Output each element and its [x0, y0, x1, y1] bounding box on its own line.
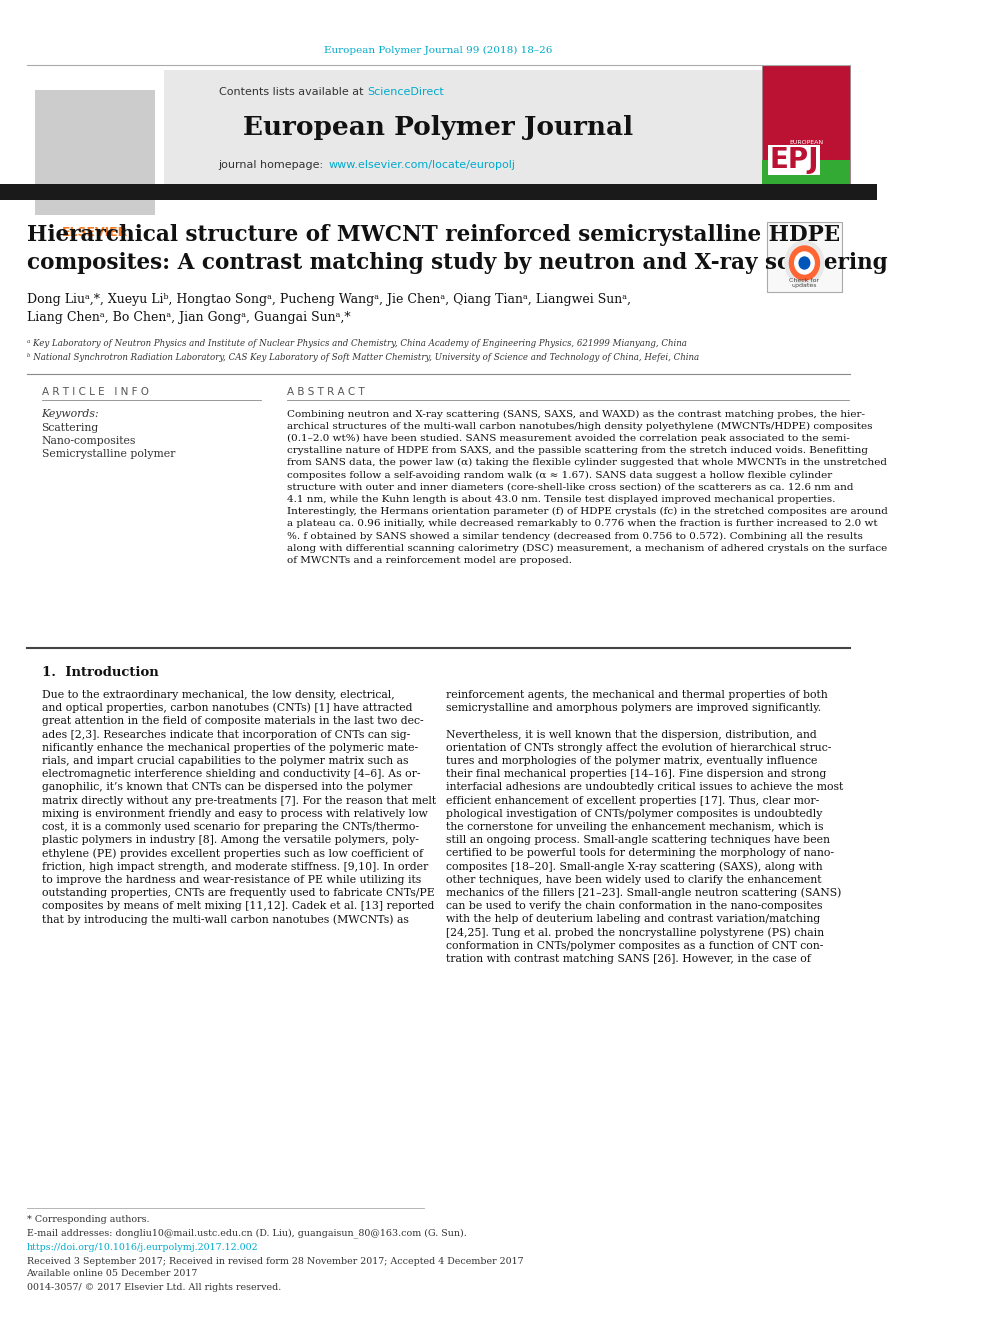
Text: composites follow a self-avoiding random walk (α ≈ 1.67). SANS data suggest a ho: composites follow a self-avoiding random…	[288, 471, 832, 479]
Text: structure with outer and inner diameters (core-shell-like cross section) of the : structure with outer and inner diameters…	[288, 483, 854, 492]
Text: can be used to verify the chain conformation in the nano-composites: can be used to verify the chain conforma…	[446, 901, 823, 912]
Text: European Polymer Journal: European Polymer Journal	[243, 115, 634, 140]
Text: Nevertheless, it is well known that the dispersion, distribution, and: Nevertheless, it is well known that the …	[446, 729, 817, 740]
Text: from SANS data, the power law (α) taking the flexible cylinder suggested that wh: from SANS data, the power law (α) taking…	[288, 458, 887, 467]
Text: ethylene (PE) provides excellent properties such as low coefficient of: ethylene (PE) provides excellent propert…	[42, 848, 423, 859]
Text: 0014-3057/ © 2017 Elsevier Ltd. All rights reserved.: 0014-3057/ © 2017 Elsevier Ltd. All righ…	[27, 1282, 281, 1291]
Text: composites [18–20]. Small-angle X-ray scattering (SAXS), along with: composites [18–20]. Small-angle X-ray sc…	[446, 861, 823, 872]
Text: rials, and impart crucial capabilities to the polymer matrix such as: rials, and impart crucial capabilities t…	[42, 755, 408, 766]
Text: and optical properties, carbon nanotubes (CNTs) [1] have attracted: and optical properties, carbon nanotubes…	[42, 703, 412, 713]
Text: crystalline nature of HDPE from SAXS, and the passible scattering from the stret: crystalline nature of HDPE from SAXS, an…	[288, 446, 868, 455]
Bar	[36, 90, 155, 216]
Text: cost, it is a commonly used scenario for preparing the CNTs/thermo-: cost, it is a commonly used scenario for…	[42, 822, 419, 832]
Text: composites: A contrast matching study by neutron and X-ray scattering: composites: A contrast matching study by…	[27, 251, 887, 274]
Text: Dong Liuᵃ,*, Xueyu Liᵇ, Hongtao Songᵃ, Pucheng Wangᵃ, Jie Chenᵃ, Qiang Tianᵃ, Li: Dong Liuᵃ,*, Xueyu Liᵇ, Hongtao Songᵃ, P…	[27, 294, 631, 307]
Text: semicrystalline and amorphous polymers are improved significantly.: semicrystalline and amorphous polymers a…	[446, 704, 821, 713]
Text: composites by means of melt mixing [11,12]. Cadek et al. [13] reported: composites by means of melt mixing [11,1…	[42, 901, 434, 912]
Text: tration with contrast matching SANS [26]. However, in the case of: tration with contrast matching SANS [26]…	[446, 954, 811, 964]
Text: nificantly enhance the mechanical properties of the polymeric mate-: nificantly enhance the mechanical proper…	[42, 742, 418, 753]
Text: efficient enhancement of excellent properties [17]. Thus, clear mor-: efficient enhancement of excellent prope…	[446, 795, 819, 806]
Text: still an ongoing process. Small-angle scattering techniques have been: still an ongoing process. Small-angle sc…	[446, 835, 830, 845]
Bar	[27, 70, 762, 191]
Text: conformation in CNTs/polymer composites as a function of CNT con-: conformation in CNTs/polymer composites …	[446, 941, 823, 951]
Text: [24,25]. Tung et al. probed the noncrystalline polystyrene (PS) chain: [24,25]. Tung et al. probed the noncryst…	[446, 927, 824, 938]
Text: ELSEVIER: ELSEVIER	[62, 226, 129, 239]
Text: EUROPEAN
POLYMER
JOURNAL: EUROPEAN POLYMER JOURNAL	[790, 140, 823, 156]
Text: reinforcement agents, the mechanical and thermal properties of both: reinforcement agents, the mechanical and…	[446, 691, 828, 700]
Text: Hierarchical structure of MWCNT reinforced semicrystalline HDPE: Hierarchical structure of MWCNT reinforc…	[27, 224, 839, 246]
Text: their final mechanical properties [14–16]. Fine dispersion and strong: their final mechanical properties [14–16…	[446, 769, 826, 779]
Text: with the help of deuterium labeling and contrast variation/matching: with the help of deuterium labeling and …	[446, 914, 820, 925]
Text: Semicrystalline polymer: Semicrystalline polymer	[42, 448, 175, 459]
Text: %. f obtained by SANS showed a similar tendency (decreased from 0.756 to 0.572).: %. f obtained by SANS showed a similar t…	[288, 532, 863, 541]
Text: other techniques, have been widely used to clarify the enhancement: other techniques, have been widely used …	[446, 875, 822, 885]
Text: plastic polymers in industry [8]. Among the versatile polymers, poly-: plastic polymers in industry [8]. Among …	[42, 835, 419, 845]
Circle shape	[795, 251, 814, 274]
Text: Received 3 September 2017; Received in revised form 28 November 2017; Accepted 4: Received 3 September 2017; Received in r…	[27, 1257, 523, 1266]
Text: 1.  Introduction: 1. Introduction	[42, 665, 159, 679]
Bar	[767, 222, 841, 292]
Circle shape	[785, 241, 824, 284]
Text: A B S T R A C T: A B S T R A C T	[288, 388, 365, 397]
Text: Check for
updates: Check for updates	[790, 278, 819, 288]
Bar	[0, 184, 877, 200]
Text: that by introducing the multi-wall carbon nanotubes (MWCNTs) as: that by introducing the multi-wall carbo…	[42, 914, 409, 925]
Text: ades [2,3]. Researches indicate that incorporation of CNTs can sig-: ades [2,3]. Researches indicate that inc…	[42, 729, 410, 740]
Text: mixing is environment friendly and easy to process with relatively low: mixing is environment friendly and easy …	[42, 808, 428, 819]
Text: ᵇ National Synchrotron Radiation Laboratory, CAS Key Laboratory of Soft Matter C: ᵇ National Synchrotron Radiation Laborat…	[27, 353, 698, 363]
Text: Liang Chenᵃ, Bo Chenᵃ, Jian Gongᵃ, Guangai Sunᵃ,*: Liang Chenᵃ, Bo Chenᵃ, Jian Gongᵃ, Guang…	[27, 311, 350, 324]
Text: great attention in the field of composite materials in the last two dec-: great attention in the field of composit…	[42, 716, 424, 726]
Text: archical structures of the multi-wall carbon nanotubes/high density polyethylene: archical structures of the multi-wall ca…	[288, 422, 873, 431]
Circle shape	[800, 257, 809, 269]
Text: certified to be powerful tools for determining the morphology of nano-: certified to be powerful tools for deter…	[446, 848, 834, 859]
Text: journal homepage:: journal homepage:	[218, 160, 327, 169]
Bar	[762, 160, 850, 185]
Text: Keywords:: Keywords:	[42, 409, 99, 419]
Text: Available online 05 December 2017: Available online 05 December 2017	[27, 1270, 197, 1278]
Text: of MWCNTs and a reinforcement model are proposed.: of MWCNTs and a reinforcement model are …	[288, 556, 572, 565]
Text: Nano-composites: Nano-composites	[42, 437, 136, 446]
Text: ganophilic, it’s known that CNTs can be dispersed into the polymer: ganophilic, it’s known that CNTs can be …	[42, 782, 412, 792]
Text: Contents lists available at: Contents lists available at	[219, 87, 367, 97]
Text: A R T I C L E   I N F O: A R T I C L E I N F O	[42, 388, 149, 397]
Text: the cornerstone for unveiling the enhancement mechanism, which is: the cornerstone for unveiling the enhanc…	[446, 822, 824, 832]
Text: a plateau ca. 0.96 initially, while decreased remarkably to 0.776 when the fract: a plateau ca. 0.96 initially, while decr…	[288, 520, 878, 528]
Circle shape	[790, 246, 819, 280]
Text: outstanding properties, CNTs are frequently used to fabricate CNTs/PE: outstanding properties, CNTs are frequen…	[42, 888, 434, 898]
Text: * Corresponding authors.: * Corresponding authors.	[27, 1216, 149, 1225]
Text: ᵃ Key Laboratory of Neutron Physics and Institute of Nuclear Physics and Chemist: ᵃ Key Laboratory of Neutron Physics and …	[27, 340, 686, 348]
Text: orientation of CNTs strongly affect the evolution of hierarchical struc-: orientation of CNTs strongly affect the …	[446, 742, 832, 753]
Text: matrix directly without any pre-treatments [7]. For the reason that melt: matrix directly without any pre-treatmen…	[42, 795, 435, 806]
Text: Scattering: Scattering	[42, 423, 99, 433]
Text: mechanics of the fillers [21–23]. Small-angle neutron scattering (SANS): mechanics of the fillers [21–23]. Small-…	[446, 888, 842, 898]
Text: phological investigation of CNTs/polymer composites is undoubtedly: phological investigation of CNTs/polymer…	[446, 808, 822, 819]
Text: (0.1–2.0 wt%) have been studied. SANS measurement avoided the correlation peak a: (0.1–2.0 wt%) have been studied. SANS me…	[288, 434, 850, 443]
Text: Due to the extraordinary mechanical, the low density, electrical,: Due to the extraordinary mechanical, the…	[42, 691, 394, 700]
Text: electromagnetic interference shielding and conductivity [4–6]. As or-: electromagnetic interference shielding a…	[42, 769, 420, 779]
Text: along with differential scanning calorimetry (DSC) measurement, a mechanism of a: along with differential scanning calorim…	[288, 544, 888, 553]
Text: friction, high impact strength, and moderate stiffness. [9,10]. In order: friction, high impact strength, and mode…	[42, 861, 428, 872]
Text: www.elsevier.com/locate/europolj: www.elsevier.com/locate/europolj	[328, 160, 516, 169]
Bar	[762, 65, 850, 185]
Text: EPJ: EPJ	[769, 146, 818, 175]
Text: tures and morphologies of the polymer matrix, eventually influence: tures and morphologies of the polymer ma…	[446, 755, 817, 766]
Text: ScienceDirect: ScienceDirect	[368, 87, 444, 97]
Bar	[27, 65, 164, 225]
Text: interfacial adhesions are undoubtedly critical issues to achieve the most: interfacial adhesions are undoubtedly cr…	[446, 782, 843, 792]
Text: https://doi.org/10.1016/j.eurpolymj.2017.12.002: https://doi.org/10.1016/j.eurpolymj.2017…	[27, 1244, 258, 1253]
Text: European Polymer Journal 99 (2018) 18–26: European Polymer Journal 99 (2018) 18–26	[324, 45, 553, 54]
Text: to improve the hardness and wear-resistance of PE while utilizing its: to improve the hardness and wear-resista…	[42, 875, 421, 885]
Text: E-mail addresses: dongliu10@mail.ustc.edu.cn (D. Liu), guangaisun_80@163.com (G.: E-mail addresses: dongliu10@mail.ustc.ed…	[27, 1228, 466, 1238]
Text: Interestingly, the Hermans orientation parameter (f) of HDPE crystals (fc) in th: Interestingly, the Hermans orientation p…	[288, 507, 888, 516]
Text: Combining neutron and X-ray scattering (SANS, SAXS, and WAXD) as the contrast ma: Combining neutron and X-ray scattering (…	[288, 409, 865, 418]
Text: 4.1 nm, while the Kuhn length is about 43.0 nm. Tensile test displayed improved : 4.1 nm, while the Kuhn length is about 4…	[288, 495, 835, 504]
